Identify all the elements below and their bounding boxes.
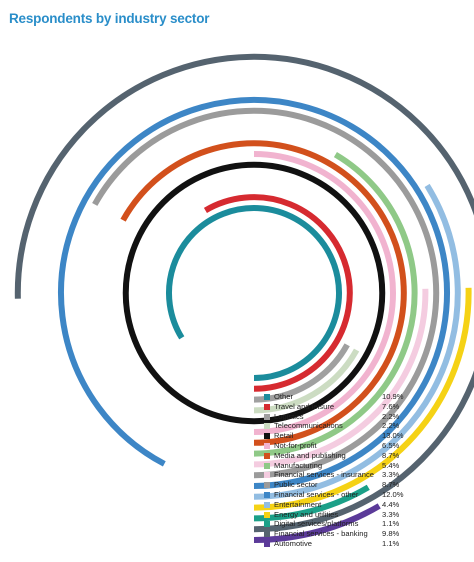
arc-manufacturing — [253, 151, 418, 457]
legend-label: Media and publishing — [274, 450, 346, 460]
legend-item: Financial services - banking 9.8% — [264, 529, 470, 539]
legend-swatch — [264, 462, 270, 469]
legend-swatch — [264, 501, 270, 508]
arc-financial-services-other — [58, 97, 450, 489]
legend-value: 1.1% — [382, 519, 400, 529]
legend-item: Media and publishing 8.7% — [264, 451, 470, 461]
arc-travel-and-leisure — [203, 194, 353, 392]
legend-swatch — [264, 540, 270, 547]
legend-value: 3.3% — [382, 509, 400, 519]
legend-label: Financial services - banking — [274, 529, 368, 539]
legend-value: 2.2% — [382, 411, 400, 421]
legend-item: Digital services/platforms 1.1% — [264, 519, 470, 529]
legend-swatch — [264, 442, 270, 449]
legend-label: Energy and utilities — [274, 509, 339, 519]
legend-label: Other — [274, 392, 293, 401]
legend-label: Financial services - other — [274, 489, 359, 499]
legend-swatch — [264, 482, 270, 489]
legend-value: 6.5% — [382, 440, 400, 450]
legend-item: Public sector 8.7% — [264, 480, 470, 490]
legend-value: 5.4% — [382, 460, 400, 470]
legend: Other 10.9% Travel and leisure 7.6% Logistic… — [264, 392, 470, 549]
legend-value: 2.2% — [382, 421, 400, 431]
legend-value: 10.9% — [382, 392, 404, 401]
legend-item: Telecommunications 2.2% — [264, 421, 470, 431]
legend-swatch — [264, 452, 270, 459]
arc-automotive — [253, 503, 381, 543]
legend-item: Automotive 1.1% — [264, 539, 470, 549]
legend-label: Travel and leisure — [274, 401, 335, 411]
arc-financial-services-banking — [14, 53, 474, 533]
legend-label: Public sector — [274, 480, 318, 490]
arc-media-and-publishing — [120, 140, 407, 446]
arc-energy-and-utilities — [253, 287, 472, 511]
arc-financial-services-insurance — [253, 288, 429, 468]
legend-swatch — [264, 521, 270, 528]
arc-retail — [122, 161, 386, 425]
legend-value: 3.3% — [382, 470, 400, 480]
arc-entertainment — [253, 183, 461, 500]
legend-swatch — [264, 491, 270, 498]
legend-value: 1.1% — [382, 538, 400, 548]
legend-swatch — [264, 423, 270, 430]
legend-item: Other 10.9% — [264, 392, 470, 402]
legend-swatch — [264, 531, 270, 538]
legend-value: 9.8% — [382, 529, 400, 539]
legend-swatch — [264, 511, 270, 518]
legend-label: Financial services - insurance — [274, 470, 375, 480]
legend-item: Logistics 2.2% — [264, 412, 470, 422]
legend-swatch — [264, 403, 270, 410]
legend-item: Energy and utilities 3.3% — [264, 510, 470, 520]
legend-item: Manufacturing 5.4% — [264, 461, 470, 471]
legend-item: Entertainment 4.4% — [264, 500, 470, 510]
legend-item: Retail 13.0% — [264, 431, 470, 441]
chart-title: Respondents by industry sector — [9, 11, 210, 26]
legend-label: Not-for-profit — [274, 440, 317, 450]
legend-item: Financial services - insurance 3.3% — [264, 470, 470, 480]
arc-public-sector — [92, 107, 440, 479]
legend-value: 7.6% — [382, 401, 400, 411]
legend-label: Entertainment — [274, 499, 322, 509]
legend-label: Logistics — [274, 411, 304, 421]
legend-item: Travel and leisure 7.6% — [264, 402, 470, 412]
legend-label: Retail — [274, 431, 294, 441]
legend-label: Automotive — [274, 538, 312, 548]
legend-value: 13.0% — [382, 431, 404, 441]
legend-value: 12.0% — [382, 489, 404, 499]
legend-label: Digital services/platforms — [274, 519, 359, 529]
arc-not-for-profit — [253, 151, 396, 435]
legend-value: 4.4% — [382, 499, 400, 509]
legend-label: Telecommunications — [274, 421, 343, 431]
legend-value: 8.7% — [382, 450, 400, 460]
legend-item: Financial services - other 12.0% — [264, 490, 470, 500]
legend-value: 8.7% — [382, 480, 400, 490]
arc-digital-services-platforms — [253, 484, 370, 522]
legend-item: Not-for-profit 6.5% — [264, 441, 470, 451]
legend-label: Manufacturing — [274, 460, 323, 470]
legend-swatch — [264, 472, 270, 479]
legend-swatch — [264, 433, 270, 440]
legend-swatch — [264, 413, 270, 420]
legend-swatch — [264, 394, 270, 400]
arc-other — [166, 205, 342, 381]
